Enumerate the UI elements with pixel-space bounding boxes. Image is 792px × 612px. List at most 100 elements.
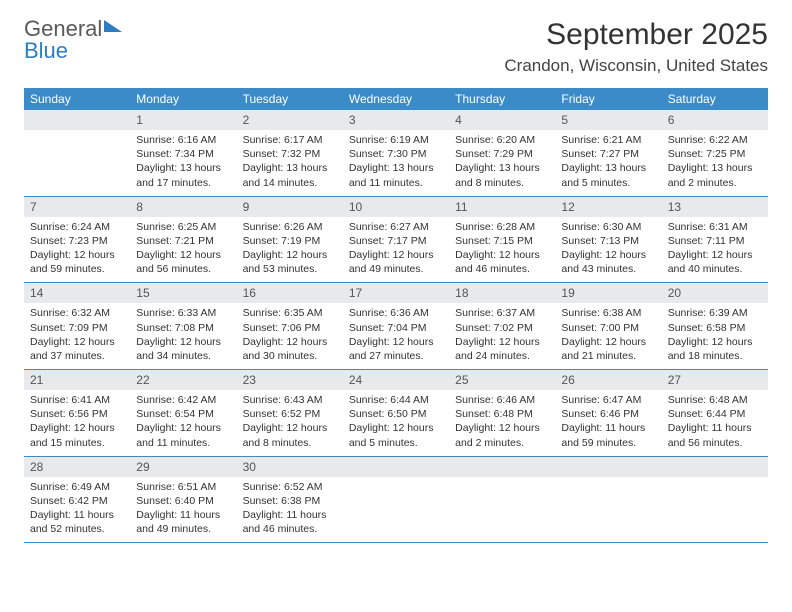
sunrise-text: Sunrise: 6:26 AM [243, 220, 337, 234]
day-details: Sunrise: 6:31 AMSunset: 7:11 PMDaylight:… [662, 217, 768, 283]
day-details: Sunrise: 6:28 AMSunset: 7:15 PMDaylight:… [449, 217, 555, 283]
daylight-text: Daylight: 12 hours and 40 minutes. [668, 248, 762, 276]
day-cell: 5Sunrise: 6:21 AMSunset: 7:27 PMDaylight… [555, 110, 661, 196]
day-cell: 22Sunrise: 6:42 AMSunset: 6:54 PMDayligh… [130, 370, 236, 456]
triangle-icon [104, 20, 122, 32]
sunrise-text: Sunrise: 6:19 AM [349, 133, 443, 147]
daylight-text: Daylight: 12 hours and 30 minutes. [243, 335, 337, 363]
daylight-text: Daylight: 13 hours and 14 minutes. [243, 161, 337, 189]
daylight-text: Daylight: 12 hours and 37 minutes. [30, 335, 124, 363]
sunset-text: Sunset: 7:09 PM [30, 321, 124, 335]
week-row: 14Sunrise: 6:32 AMSunset: 7:09 PMDayligh… [24, 283, 768, 370]
week-row: 21Sunrise: 6:41 AMSunset: 6:56 PMDayligh… [24, 370, 768, 457]
daylight-text: Daylight: 12 hours and 49 minutes. [349, 248, 443, 276]
sunrise-text: Sunrise: 6:27 AM [349, 220, 443, 234]
day-cell: 4Sunrise: 6:20 AMSunset: 7:29 PMDaylight… [449, 110, 555, 196]
daylight-text: Daylight: 12 hours and 11 minutes. [136, 421, 230, 449]
day-cell: 12Sunrise: 6:30 AMSunset: 7:13 PMDayligh… [555, 197, 661, 283]
day-number: 11 [449, 197, 555, 217]
day-details: Sunrise: 6:36 AMSunset: 7:04 PMDaylight:… [343, 303, 449, 369]
weekday-monday: Monday [130, 88, 236, 110]
sunrise-text: Sunrise: 6:30 AM [561, 220, 655, 234]
day-number: 25 [449, 370, 555, 390]
sunset-text: Sunset: 7:19 PM [243, 234, 337, 248]
day-cell [343, 457, 449, 543]
week-row: 1Sunrise: 6:16 AMSunset: 7:34 PMDaylight… [24, 110, 768, 197]
sunset-text: Sunset: 6:58 PM [668, 321, 762, 335]
daylight-text: Daylight: 11 hours and 46 minutes. [243, 508, 337, 536]
location: Crandon, Wisconsin, United States [504, 56, 768, 76]
day-number: 22 [130, 370, 236, 390]
sunrise-text: Sunrise: 6:37 AM [455, 306, 549, 320]
day-details: Sunrise: 6:17 AMSunset: 7:32 PMDaylight:… [237, 130, 343, 196]
sunset-text: Sunset: 6:40 PM [136, 494, 230, 508]
calendar: SundayMondayTuesdayWednesdayThursdayFrid… [24, 88, 768, 543]
daylight-text: Daylight: 11 hours and 56 minutes. [668, 421, 762, 449]
header: General Blue September 2025 Crandon, Wis… [24, 18, 768, 76]
day-details: Sunrise: 6:52 AMSunset: 6:38 PMDaylight:… [237, 477, 343, 543]
day-cell [24, 110, 130, 196]
day-number: 6 [662, 110, 768, 130]
day-details: Sunrise: 6:25 AMSunset: 7:21 PMDaylight:… [130, 217, 236, 283]
weekday-sunday: Sunday [24, 88, 130, 110]
day-details: Sunrise: 6:49 AMSunset: 6:42 PMDaylight:… [24, 477, 130, 543]
daylight-text: Daylight: 11 hours and 49 minutes. [136, 508, 230, 536]
weekday-tuesday: Tuesday [237, 88, 343, 110]
sunset-text: Sunset: 7:17 PM [349, 234, 443, 248]
day-details: Sunrise: 6:39 AMSunset: 6:58 PMDaylight:… [662, 303, 768, 369]
logo-part2: Blue [24, 38, 68, 63]
day-number [24, 110, 130, 130]
sunset-text: Sunset: 7:34 PM [136, 147, 230, 161]
sunset-text: Sunset: 7:25 PM [668, 147, 762, 161]
sunrise-text: Sunrise: 6:28 AM [455, 220, 549, 234]
day-number: 16 [237, 283, 343, 303]
day-cell: 7Sunrise: 6:24 AMSunset: 7:23 PMDaylight… [24, 197, 130, 283]
day-details: Sunrise: 6:35 AMSunset: 7:06 PMDaylight:… [237, 303, 343, 369]
day-cell: 21Sunrise: 6:41 AMSunset: 6:56 PMDayligh… [24, 370, 130, 456]
day-details: Sunrise: 6:21 AMSunset: 7:27 PMDaylight:… [555, 130, 661, 196]
day-cell [662, 457, 768, 543]
sunset-text: Sunset: 6:46 PM [561, 407, 655, 421]
day-cell: 20Sunrise: 6:39 AMSunset: 6:58 PMDayligh… [662, 283, 768, 369]
daylight-text: Daylight: 13 hours and 8 minutes. [455, 161, 549, 189]
sunrise-text: Sunrise: 6:44 AM [349, 393, 443, 407]
weekday-saturday: Saturday [662, 88, 768, 110]
day-cell: 3Sunrise: 6:19 AMSunset: 7:30 PMDaylight… [343, 110, 449, 196]
sunset-text: Sunset: 6:38 PM [243, 494, 337, 508]
sunset-text: Sunset: 6:54 PM [136, 407, 230, 421]
day-number: 18 [449, 283, 555, 303]
day-details: Sunrise: 6:48 AMSunset: 6:44 PMDaylight:… [662, 390, 768, 456]
day-details: Sunrise: 6:26 AMSunset: 7:19 PMDaylight:… [237, 217, 343, 283]
sunrise-text: Sunrise: 6:20 AM [455, 133, 549, 147]
day-cell: 14Sunrise: 6:32 AMSunset: 7:09 PMDayligh… [24, 283, 130, 369]
day-cell: 6Sunrise: 6:22 AMSunset: 7:25 PMDaylight… [662, 110, 768, 196]
sunrise-text: Sunrise: 6:52 AM [243, 480, 337, 494]
day-details: Sunrise: 6:22 AMSunset: 7:25 PMDaylight:… [662, 130, 768, 196]
day-details: Sunrise: 6:20 AMSunset: 7:29 PMDaylight:… [449, 130, 555, 196]
sunset-text: Sunset: 7:21 PM [136, 234, 230, 248]
day-cell [555, 457, 661, 543]
day-cell: 27Sunrise: 6:48 AMSunset: 6:44 PMDayligh… [662, 370, 768, 456]
day-details: Sunrise: 6:33 AMSunset: 7:08 PMDaylight:… [130, 303, 236, 369]
sunrise-text: Sunrise: 6:24 AM [30, 220, 124, 234]
day-number: 17 [343, 283, 449, 303]
day-number: 19 [555, 283, 661, 303]
sunset-text: Sunset: 7:15 PM [455, 234, 549, 248]
day-details: Sunrise: 6:46 AMSunset: 6:48 PMDaylight:… [449, 390, 555, 456]
day-cell: 26Sunrise: 6:47 AMSunset: 6:46 PMDayligh… [555, 370, 661, 456]
day-details: Sunrise: 6:47 AMSunset: 6:46 PMDaylight:… [555, 390, 661, 456]
day-number: 4 [449, 110, 555, 130]
day-cell: 8Sunrise: 6:25 AMSunset: 7:21 PMDaylight… [130, 197, 236, 283]
day-number: 3 [343, 110, 449, 130]
day-number: 26 [555, 370, 661, 390]
daylight-text: Daylight: 11 hours and 59 minutes. [561, 421, 655, 449]
weekday-thursday: Thursday [449, 88, 555, 110]
day-cell: 18Sunrise: 6:37 AMSunset: 7:02 PMDayligh… [449, 283, 555, 369]
day-details: Sunrise: 6:42 AMSunset: 6:54 PMDaylight:… [130, 390, 236, 456]
day-number: 8 [130, 197, 236, 217]
day-cell: 13Sunrise: 6:31 AMSunset: 7:11 PMDayligh… [662, 197, 768, 283]
weekday-wednesday: Wednesday [343, 88, 449, 110]
sunset-text: Sunset: 7:13 PM [561, 234, 655, 248]
sunrise-text: Sunrise: 6:41 AM [30, 393, 124, 407]
sunset-text: Sunset: 7:32 PM [243, 147, 337, 161]
